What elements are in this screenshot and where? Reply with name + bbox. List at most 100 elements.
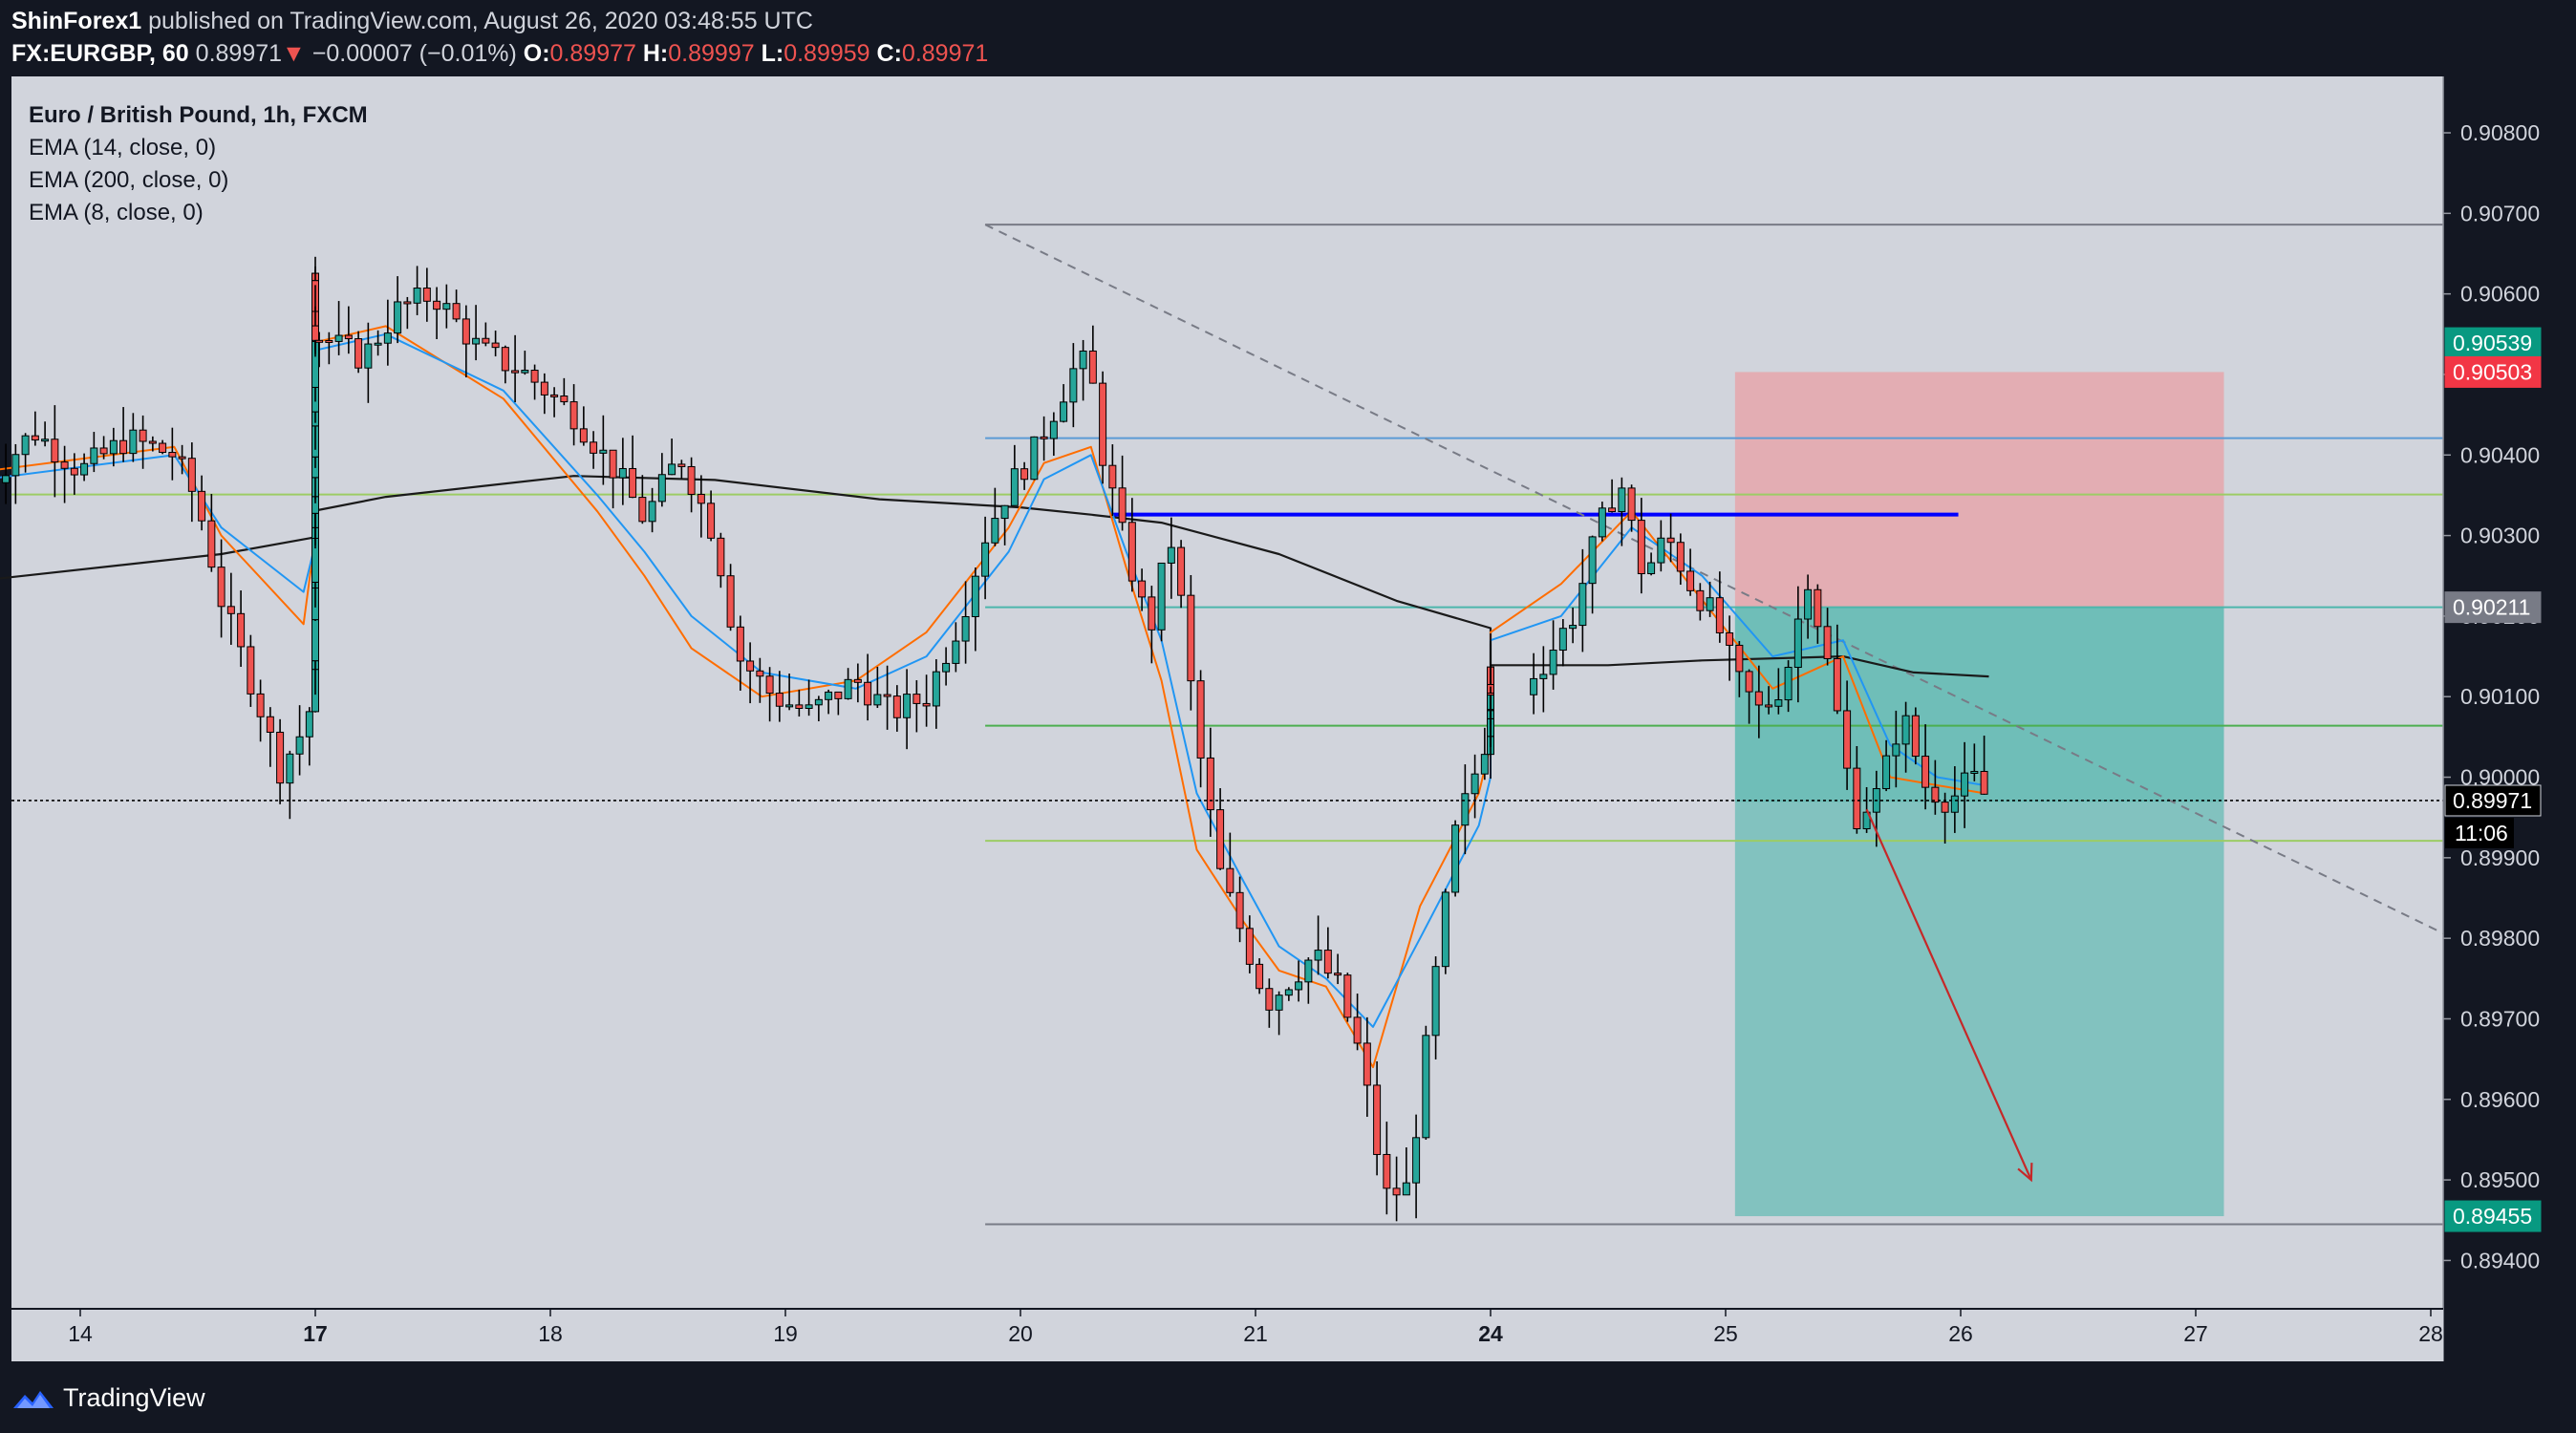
candle[interactable] [198,475,206,531]
candle[interactable] [961,581,970,664]
candle[interactable] [1480,727,1489,781]
candle[interactable] [1539,646,1548,713]
candle[interactable] [1108,444,1117,517]
candle[interactable] [51,405,59,498]
candle[interactable] [1088,325,1097,384]
candle[interactable] [148,436,157,452]
price-badge[interactable] [2444,327,2542,359]
candle[interactable] [315,332,324,368]
candle[interactable] [825,689,833,715]
candle[interactable] [1745,669,1753,724]
candle[interactable] [1618,477,1626,546]
candle[interactable] [765,667,774,722]
candle[interactable] [785,674,794,711]
candle[interactable] [1196,670,1205,788]
candle[interactable] [697,475,705,538]
candle[interactable] [286,750,294,820]
indicator-ema8-label[interactable]: EMA (8, close, 0) [29,200,204,225]
price-badge[interactable] [2444,1200,2542,1232]
candle[interactable] [1216,788,1225,870]
candle[interactable] [1461,764,1470,855]
candle[interactable] [1726,615,1734,681]
candle[interactable] [1334,953,1342,985]
candle[interactable] [1127,498,1136,592]
price-badge[interactable] [2444,591,2542,624]
tradingview-brand[interactable]: TradingView [63,1383,205,1412]
candle[interactable] [266,707,274,767]
candle[interactable] [932,659,940,729]
candle[interactable] [1363,1016,1371,1118]
candle[interactable] [1069,343,1078,428]
candle[interactable] [736,615,744,691]
candle[interactable] [1206,727,1214,837]
candle[interactable] [1020,461,1029,490]
candle[interactable] [276,718,285,804]
candle[interactable] [629,435,637,499]
candle[interactable] [2,443,11,504]
candle[interactable] [1814,584,1822,644]
candle[interactable] [501,345,509,384]
dashed-trendline[interactable] [984,224,2576,1030]
candle[interactable] [178,444,186,475]
candle[interactable] [903,669,912,750]
candle[interactable] [1275,991,1283,1036]
candle[interactable] [726,564,735,631]
candle[interactable] [1226,832,1234,897]
candle[interactable] [1295,960,1303,1002]
candle[interactable] [971,567,979,652]
candle[interactable] [129,413,138,462]
candle[interactable] [1284,987,1293,1001]
candle[interactable] [1686,548,1695,596]
candle[interactable] [1558,619,1567,667]
candle[interactable] [864,653,872,721]
candle[interactable] [1961,741,1969,828]
candle[interactable] [1931,759,1940,815]
candle[interactable] [168,427,177,481]
candle[interactable] [1148,586,1156,664]
candle[interactable] [119,407,128,462]
candle[interactable] [139,415,147,469]
author-name[interactable]: ShinForex1 [11,8,142,34]
candle[interactable] [41,421,50,447]
candle[interactable] [521,351,529,375]
candle[interactable] [991,487,999,546]
candle[interactable] [540,373,548,415]
candle[interactable] [1353,994,1362,1051]
candle[interactable] [1608,479,1617,513]
candle[interactable] [560,377,569,406]
candle[interactable] [491,331,500,357]
candle[interactable] [1793,586,1802,703]
candle[interactable] [1118,455,1127,531]
candle[interactable] [442,284,451,329]
candle[interactable] [1177,540,1186,609]
candle[interactable] [609,449,617,509]
candle[interactable] [687,457,696,513]
candle[interactable] [364,322,373,403]
candle[interactable] [892,685,901,732]
ema200-line[interactable] [0,475,1989,678]
candle[interactable] [834,691,843,716]
candle[interactable] [795,689,804,717]
candle[interactable] [805,679,813,716]
indicator-ema200-label[interactable]: EMA (200, close, 0) [29,167,228,193]
candle[interactable] [1774,668,1783,715]
candle[interactable] [922,674,931,727]
price-badge[interactable] [2444,784,2542,817]
candle[interactable] [452,289,461,323]
tradingview-logo-icon[interactable] [11,1385,55,1414]
candle[interactable] [717,532,725,588]
price-axis[interactable] [2443,76,2576,1364]
candle[interactable] [550,387,559,417]
candle[interactable] [403,296,412,330]
candle[interactable] [413,266,421,315]
candle[interactable] [579,406,588,446]
candle[interactable] [1666,513,1675,563]
candle[interactable] [1843,680,1852,790]
candle[interactable] [472,305,481,361]
candle[interactable] [814,695,823,722]
candle[interactable] [383,299,392,366]
candle[interactable] [1099,371,1107,484]
candle[interactable] [90,432,98,473]
candle[interactable] [1060,384,1068,423]
candle[interactable] [482,322,490,347]
